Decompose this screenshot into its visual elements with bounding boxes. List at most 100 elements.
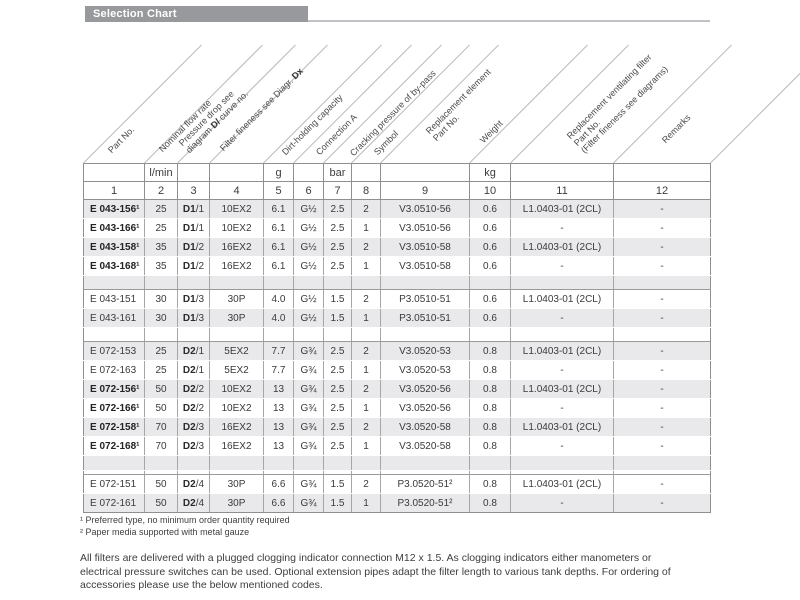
- spacer-cell: [323, 327, 352, 342]
- spacer-cell: [209, 455, 264, 471]
- table-cell: 10EX2: [209, 218, 264, 238]
- spacer-cell: [510, 455, 614, 471]
- unit-cell: g: [263, 163, 294, 182]
- spacer-cell: [83, 470, 145, 475]
- table-cell: V3.0510-56: [380, 199, 470, 219]
- footnotes: ¹ Preferred type, no minimum order quant…: [80, 514, 290, 538]
- table-cell: E 072-166¹: [83, 398, 145, 418]
- spacer-cell: [263, 470, 294, 475]
- table-cell: 0.6: [469, 289, 511, 309]
- table-cell: 7.7: [263, 360, 294, 380]
- spacer-cell: [177, 275, 210, 290]
- table-cell: 0.6: [469, 218, 511, 238]
- unit-cell: bar: [323, 163, 352, 182]
- table-row: E 072-156¹ 50 D2/2 10EX2 13 G¾ 2.5 2 V3.0520-56 0…: [83, 379, 711, 399]
- curve-series: D2: [182, 440, 196, 452]
- table-cell: -: [613, 436, 711, 456]
- spacer-cell: [380, 455, 470, 471]
- table-cell: 10EX2: [209, 379, 264, 399]
- curve-series: D2: [182, 497, 196, 509]
- table-cell: -: [510, 398, 614, 418]
- table-cell: 16EX2: [209, 436, 264, 456]
- table-cell: -: [613, 398, 711, 418]
- curve-series: D1: [182, 312, 196, 324]
- table-cell: 35: [144, 256, 178, 276]
- table-row: E 072-151 50 D2/4 30P 6.6 G¾ 1.5 2 P3.0520-51² 0.…: [83, 474, 711, 494]
- table-cell: D1/2: [177, 256, 210, 276]
- table-cell: 13: [263, 379, 294, 399]
- selection-chart: Part No. Nominal flow rate Pressure drop s…: [83, 44, 800, 513]
- table-cell: 25: [144, 218, 178, 238]
- description-paragraph: All filters are delivered with a plugged…: [80, 552, 671, 593]
- table-cell: 6.1: [263, 256, 294, 276]
- curve-series: D2: [182, 402, 196, 414]
- table-cell: 2: [351, 417, 381, 437]
- table-cell: 25: [144, 360, 178, 380]
- table-cell: G¾: [293, 417, 324, 437]
- table-cell: P3.0510-51: [380, 308, 470, 328]
- spacer-cell: [209, 470, 264, 475]
- title-rule: [85, 20, 710, 22]
- table-cell: 6.1: [263, 199, 294, 219]
- table-cell: G½: [293, 289, 324, 309]
- table-cell: 1.5: [323, 289, 352, 309]
- table-cell: -: [510, 218, 614, 238]
- spacer-cell: [263, 275, 294, 290]
- table-cell: L1.0403-01 (2CL): [510, 289, 614, 309]
- spacer-cell: [323, 455, 352, 471]
- spacer-cell: [177, 455, 210, 471]
- table-cell: D2/2: [177, 398, 210, 418]
- spacer-cell: [144, 275, 178, 290]
- spacer-cell: [380, 470, 470, 475]
- page-title: Selection Chart: [93, 8, 177, 20]
- table-cell: 1: [351, 308, 381, 328]
- table-cell: 30: [144, 308, 178, 328]
- table-cell: 1: [351, 436, 381, 456]
- spacer-cell: [469, 327, 511, 342]
- table-cell: G¾: [293, 360, 324, 380]
- table-cell: E 043-156¹: [83, 199, 145, 219]
- table-cell: V3.0510-58: [380, 256, 470, 276]
- unit-cell: [209, 163, 264, 182]
- table-cell: D2/4: [177, 493, 210, 513]
- table-cell: 6.6: [263, 474, 294, 494]
- curve-series: D1: [182, 293, 196, 305]
- table-cell: L1.0403-01 (2CL): [510, 341, 614, 361]
- table-cell: 6.1: [263, 218, 294, 238]
- table-cell: 35: [144, 237, 178, 257]
- table-cell: 0.8: [469, 360, 511, 380]
- table-cell: G½: [293, 218, 324, 238]
- footnote: ² Paper media supported with metal gauze: [80, 527, 250, 537]
- table-cell: 7.7: [263, 341, 294, 361]
- curve-series: D1: [182, 260, 196, 272]
- footnote: ¹ Preferred type, no minimum order quant…: [80, 515, 290, 525]
- spacer-cell: [613, 327, 711, 342]
- unit-cell: [83, 163, 145, 182]
- table-cell: 30P: [209, 474, 264, 494]
- table-cell: V3.0520-56: [380, 379, 470, 399]
- spacer-cell: [510, 275, 614, 290]
- curve-series: D1: [182, 203, 196, 215]
- spacer-cell: [380, 275, 470, 290]
- spacer-cell: [144, 327, 178, 342]
- table-cell: -: [613, 493, 711, 513]
- table-cell: D1/1: [177, 218, 210, 238]
- table-cell: 30P: [209, 493, 264, 513]
- table-cell: 0.6: [469, 199, 511, 219]
- table-cell: -: [510, 360, 614, 380]
- unit-cell: [380, 163, 470, 182]
- section-title-bar: Selection Chart: [85, 6, 308, 22]
- unit-cell: [613, 163, 711, 182]
- table-cell: G½: [293, 237, 324, 257]
- table-row: E 072-163 25 D2/1 5EX2 7.7 G¾ 2.5 1 V3.0520-53 0.…: [83, 360, 711, 380]
- unit-cell: l/min: [144, 163, 178, 182]
- table-cell: -: [613, 379, 711, 399]
- table-cell: D1/2: [177, 237, 210, 257]
- spacer-cell: [323, 275, 352, 290]
- table-cell: L1.0403-01 (2CL): [510, 199, 614, 219]
- table-cell: 30P: [209, 289, 264, 309]
- table-cell: E 043-168¹: [83, 256, 145, 276]
- table-cell: D2/1: [177, 341, 210, 361]
- table-cell: P3.0520-51²: [380, 493, 470, 513]
- spacer-row: [83, 470, 711, 475]
